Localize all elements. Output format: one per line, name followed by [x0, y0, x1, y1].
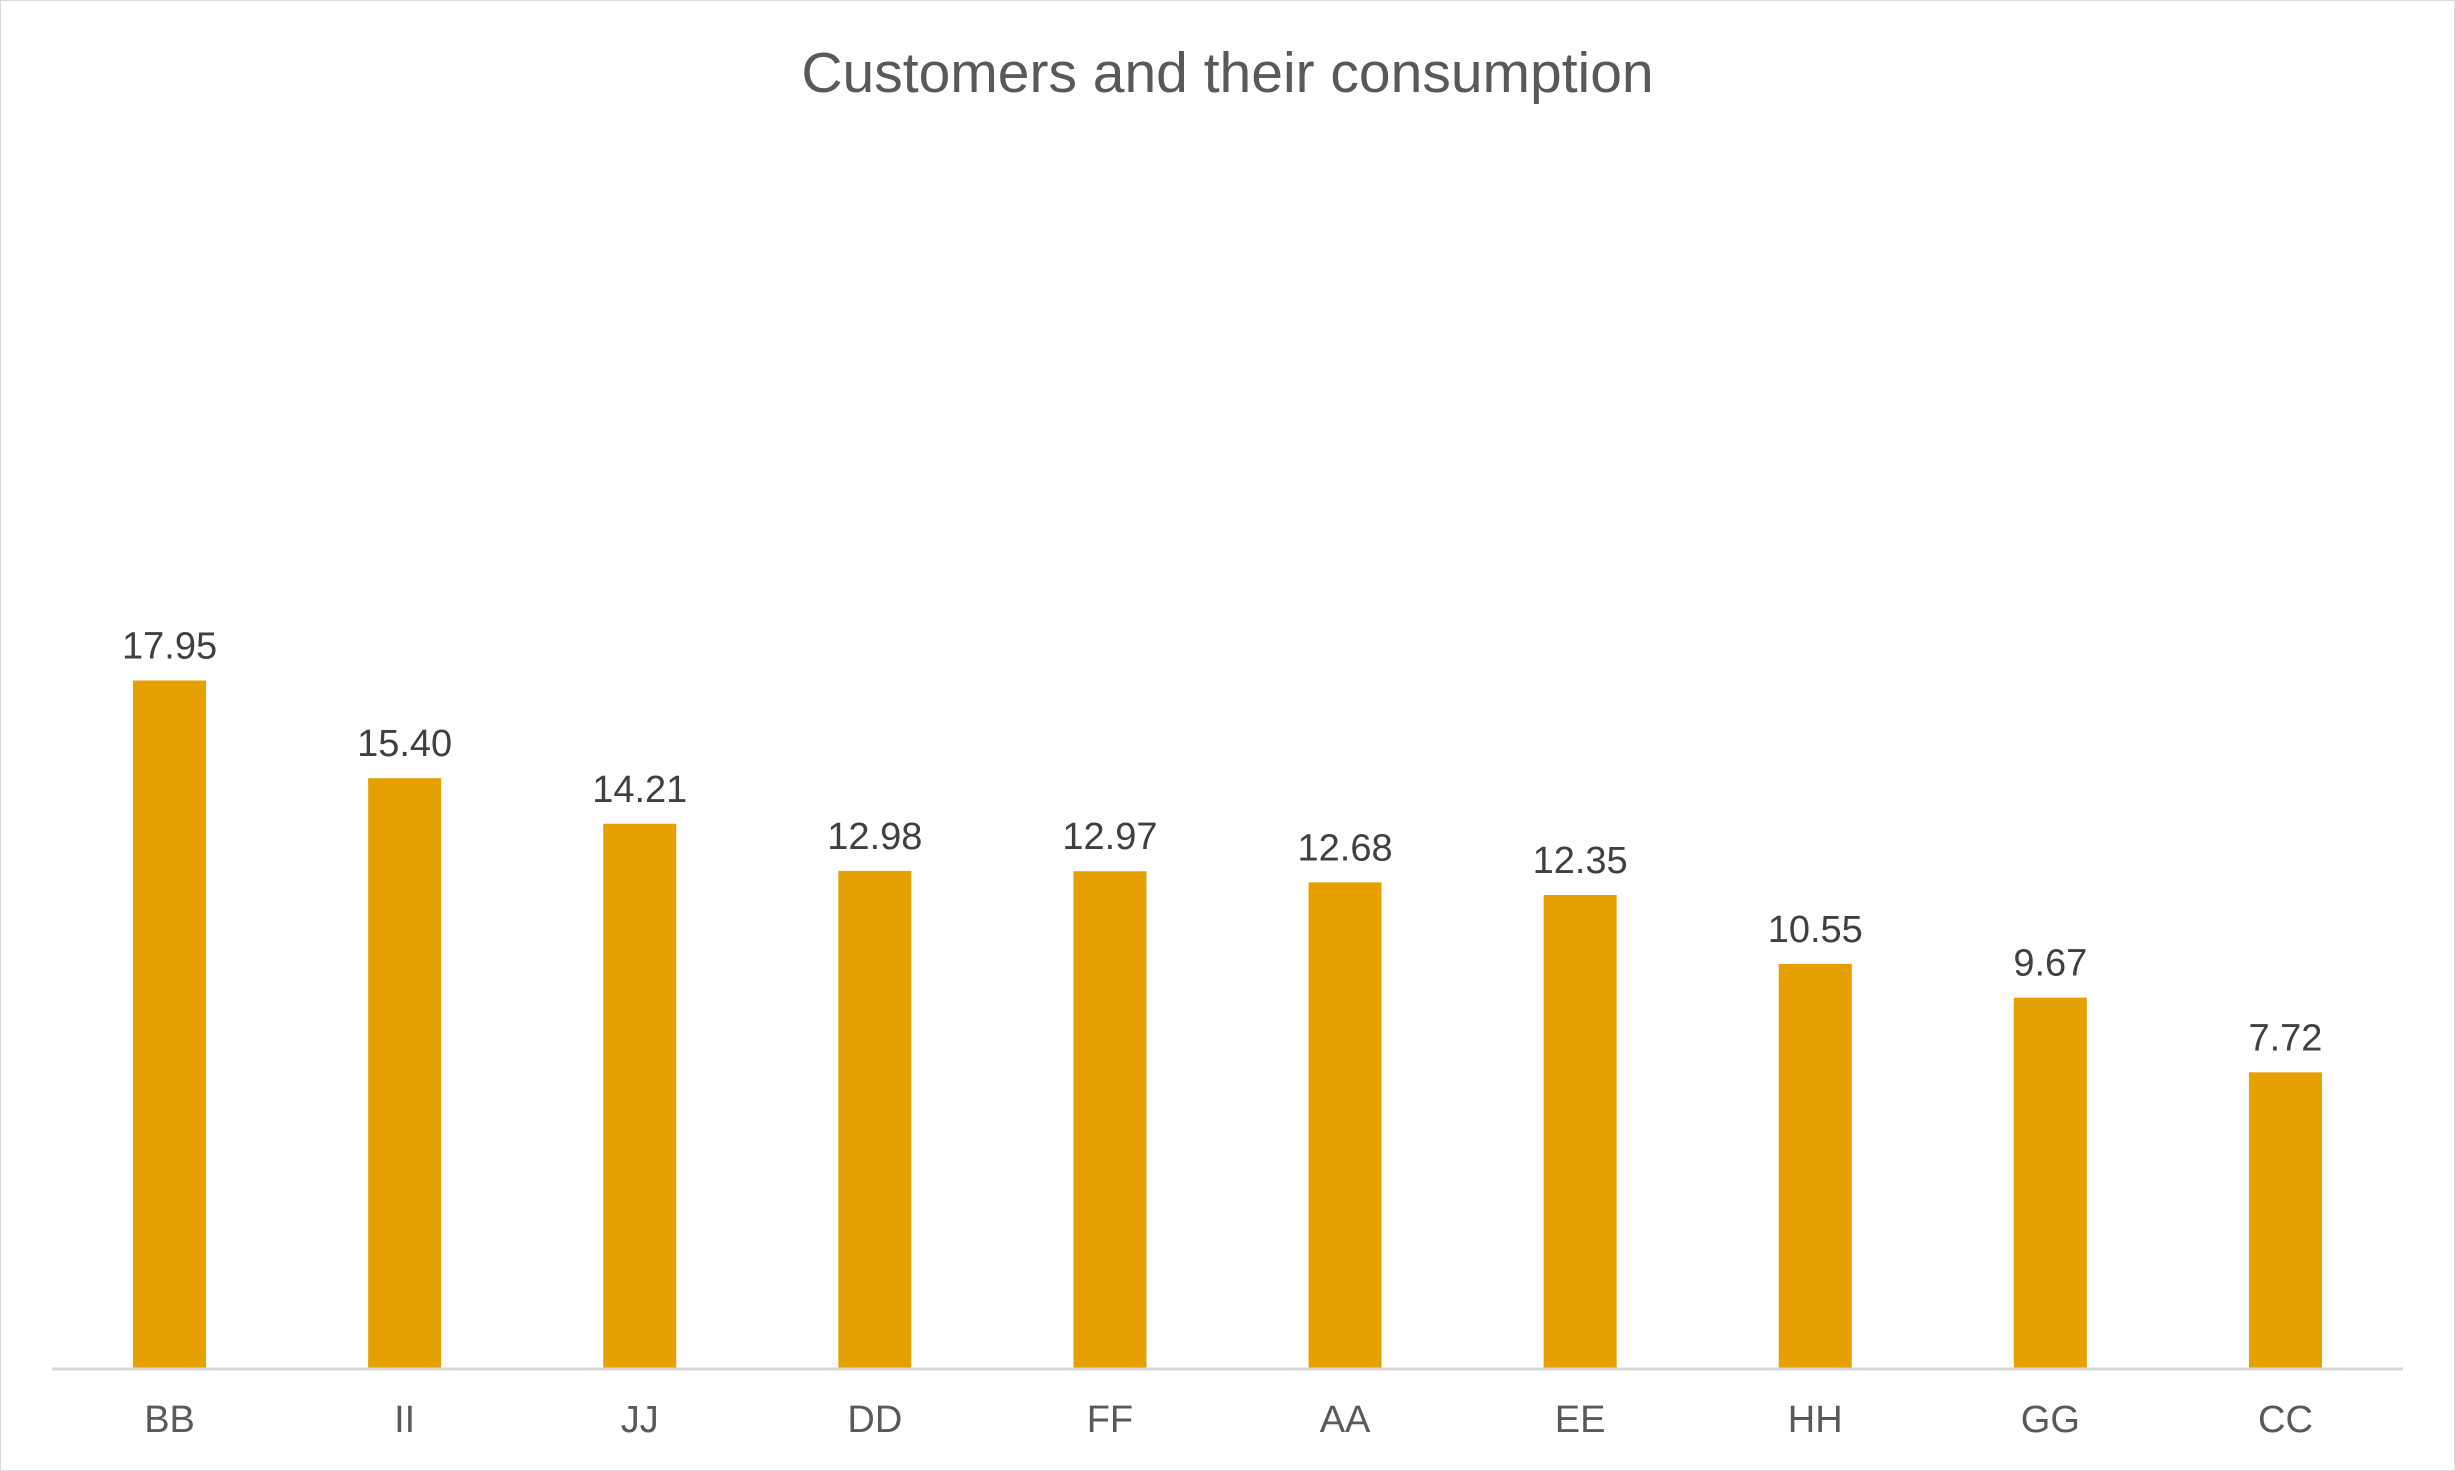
x-tick-label-jj: JJ [621, 1399, 659, 1441]
data-label-aa: 12.68 [1298, 827, 1393, 869]
data-label-dd: 12.98 [827, 816, 922, 858]
data-label-gg: 9.67 [2013, 943, 2087, 985]
bar-ii [368, 778, 442, 1368]
chart-title: Customers and their consumption [801, 41, 1654, 105]
bar-aa [1308, 882, 1382, 1368]
data-labels-group: 17.95 15.40 14.21 12.98 12.97 12.68 12.35 10.55… [122, 626, 2322, 1060]
data-label-bb: 17.95 [122, 626, 217, 668]
x-tick-label-ii: II [394, 1399, 415, 1441]
bar-jj [603, 823, 677, 1368]
bars-group [133, 680, 2322, 1368]
bar-ff [1073, 871, 1147, 1368]
data-label-hh: 10.55 [1768, 909, 1863, 951]
data-label-jj: 14.21 [592, 769, 687, 811]
data-label-ii: 15.40 [357, 723, 452, 765]
bar-gg [2013, 997, 2087, 1368]
x-tick-labels-group: BB II JJ DD FF AA EE HH GG CC [144, 1399, 2313, 1441]
x-tick-label-ee: EE [1555, 1399, 1606, 1441]
x-tick-label-cc: CC [2258, 1399, 2313, 1441]
x-tick-label-dd: DD [847, 1399, 902, 1441]
bar-cc [2248, 1072, 2322, 1368]
bar-ee [1543, 894, 1617, 1368]
x-tick-label-ff: FF [1087, 1399, 1133, 1441]
bar-dd [838, 870, 912, 1368]
bar-hh [1778, 963, 1852, 1368]
bar-bb [133, 680, 207, 1368]
data-label-ff: 12.97 [1062, 816, 1157, 858]
data-label-ee: 12.35 [1533, 840, 1628, 882]
x-tick-label-hh: HH [1788, 1399, 1843, 1441]
x-tick-label-bb: BB [144, 1399, 195, 1441]
x-tick-label-aa: AA [1320, 1399, 1371, 1441]
data-label-cc: 7.72 [2248, 1017, 2322, 1059]
x-tick-label-gg: GG [2021, 1399, 2080, 1441]
